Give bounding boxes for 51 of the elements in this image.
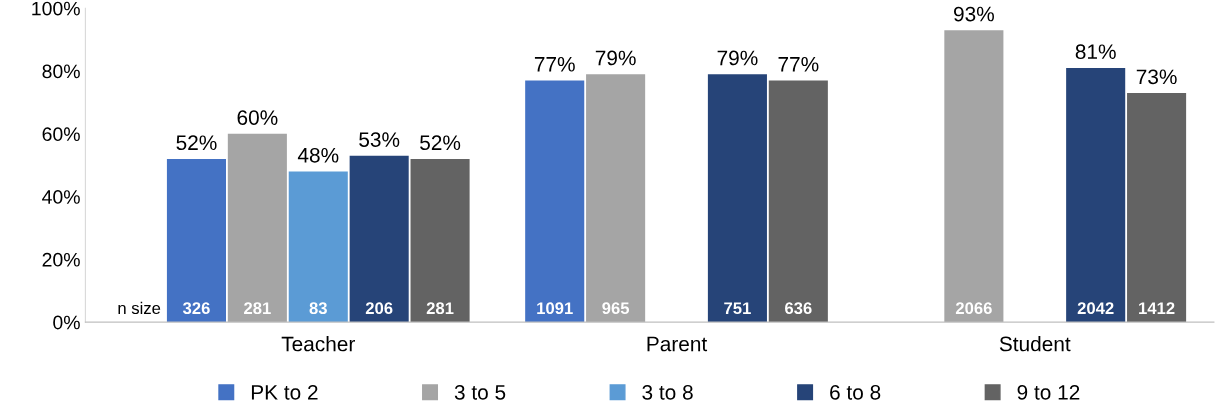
annotation: 281 bbox=[244, 302, 271, 315]
bar bbox=[586, 74, 646, 323]
annotation: 2066 bbox=[955, 302, 992, 315]
data-label: 52% bbox=[420, 135, 461, 151]
y-tick-label: 60% bbox=[42, 127, 80, 142]
y-tick-label: 40% bbox=[42, 190, 80, 204]
annotation: 83 bbox=[309, 302, 327, 315]
annotation: 751 bbox=[724, 302, 751, 315]
data-label: 79% bbox=[717, 50, 758, 66]
annotation: 206 bbox=[365, 302, 393, 315]
data-label: 77% bbox=[534, 56, 575, 72]
bar bbox=[410, 158, 470, 323]
annotation: 326 bbox=[182, 302, 210, 315]
data-label: 73% bbox=[1136, 69, 1177, 85]
bar bbox=[349, 155, 409, 323]
annotation: 281 bbox=[426, 302, 454, 315]
data-label: 60% bbox=[237, 110, 278, 125]
bar bbox=[944, 30, 1004, 323]
annotation: 2042 bbox=[1077, 302, 1114, 315]
x-tick-label: Student bbox=[999, 336, 1071, 352]
data-label: 81% bbox=[1075, 44, 1116, 60]
annotation: 1091 bbox=[537, 302, 573, 315]
annotation: 1412 bbox=[1139, 302, 1175, 314]
annotation: 636 bbox=[785, 302, 812, 315]
annotation: n size bbox=[118, 301, 161, 315]
legend-label: 3 to 5 bbox=[454, 384, 506, 400]
x-tick-label: Teacher bbox=[281, 336, 355, 352]
x-tick-label: Parent bbox=[647, 336, 708, 352]
data-label: 93% bbox=[954, 6, 994, 22]
bar bbox=[525, 80, 585, 323]
data-label: 77% bbox=[778, 56, 819, 72]
bar bbox=[1127, 93, 1187, 323]
data-label: 79% bbox=[595, 50, 636, 66]
y-tick-label: 20% bbox=[42, 252, 80, 267]
legend-label: 3 to 8 bbox=[642, 384, 693, 400]
y-tick-label: 0% bbox=[53, 315, 80, 330]
annotation: 965 bbox=[602, 302, 630, 315]
bar bbox=[166, 158, 226, 323]
bar bbox=[707, 74, 767, 323]
bar bbox=[768, 80, 828, 323]
legend-label: PK to 2 bbox=[251, 384, 318, 400]
bar bbox=[288, 171, 348, 323]
bar bbox=[1066, 67, 1126, 323]
data-label: 48% bbox=[297, 147, 339, 163]
data-label: 52% bbox=[176, 135, 217, 151]
bar bbox=[227, 133, 287, 323]
legend-label: 9 to 12 bbox=[1017, 384, 1080, 400]
y-tick-label: 80% bbox=[42, 64, 80, 79]
y-tick-label: 100% bbox=[32, 1, 80, 16]
data-label: 53% bbox=[359, 132, 400, 147]
legend-label: 6 to 8 bbox=[830, 384, 881, 400]
